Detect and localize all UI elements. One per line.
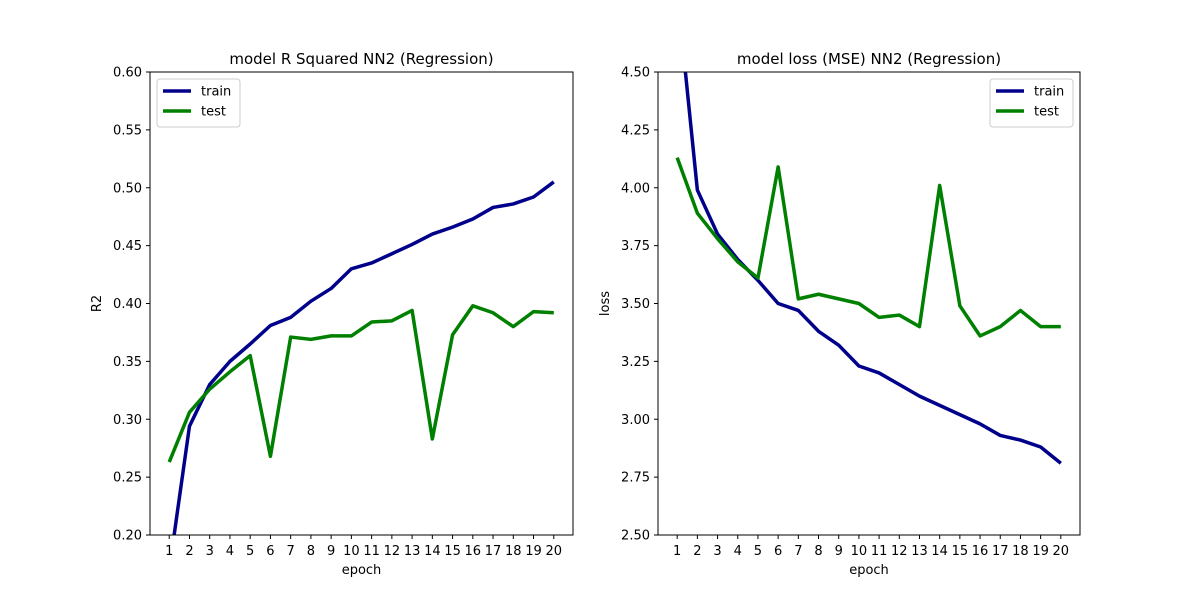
x-tick-label: 20 <box>545 544 562 559</box>
y-tick-label: 2.50 <box>621 529 650 544</box>
legend-label-train: train <box>201 85 231 100</box>
y-tick-label: 3.25 <box>621 355 650 370</box>
y-tick-label: 0.35 <box>113 355 142 370</box>
x-tick-label: 17 <box>992 544 1009 559</box>
series-line-train <box>172 180 555 535</box>
chart-title: model loss (MSE) NN2 (Regression) <box>737 50 1001 68</box>
x-tick-label: 2 <box>185 544 193 559</box>
x-tick-label: 17 <box>485 544 502 559</box>
y-axis-label: R2 <box>90 295 105 312</box>
x-tick-label: 14 <box>931 544 948 559</box>
legend-label-test: test <box>201 105 226 120</box>
legend: train test <box>156 78 241 128</box>
x-tick-label: 9 <box>327 544 335 559</box>
x-axis-label: epoch <box>849 563 889 578</box>
x-tick-label: 6 <box>774 544 782 559</box>
x-tick-label: 9 <box>835 544 843 559</box>
x-tick-label: 18 <box>1012 544 1029 559</box>
x-tick-label: 8 <box>307 544 315 559</box>
x-tick-label: 15 <box>444 544 461 559</box>
y-tick-label: 0.20 <box>113 529 142 544</box>
y-tick-label: 0.60 <box>113 66 142 81</box>
x-tick-label: 16 <box>972 544 989 559</box>
x-tick-label: 8 <box>814 544 822 559</box>
x-tick-label: 4 <box>734 544 742 559</box>
legend-label-test: test <box>1034 105 1059 120</box>
y-tick-label: 0.30 <box>113 413 142 428</box>
x-tick-label: 1 <box>673 544 681 559</box>
x-axis-label: epoch <box>342 563 382 578</box>
y-tick-label: 0.45 <box>113 239 142 254</box>
x-tick-label: 5 <box>246 544 254 559</box>
y-tick-label: 0.55 <box>113 123 142 138</box>
y-tick-label: 0.25 <box>113 471 142 486</box>
legend: train test <box>989 78 1074 128</box>
x-tick-label: 15 <box>952 544 969 559</box>
x-tick-label: 7 <box>794 544 802 559</box>
y-tick-label: 0.50 <box>113 181 142 196</box>
series-line-test <box>167 304 554 463</box>
y-tick-label: 3.50 <box>621 297 650 312</box>
legend-label-train: train <box>1034 85 1064 100</box>
x-tick-label: 14 <box>424 544 441 559</box>
x-tick-label: 2 <box>693 544 701 559</box>
chart-r-squared: 1 2 3 4 5 6 7 8 9 10 11 12 13 14 15 16 17 18 19 200.200.250… <box>90 50 574 578</box>
y-tick-label: 4.00 <box>621 181 650 196</box>
x-tick-label: 11 <box>363 544 380 559</box>
x-tick-label: 3 <box>206 544 214 559</box>
x-tick-label: 7 <box>287 544 295 559</box>
x-tick-label: 11 <box>871 544 888 559</box>
x-tick-label: 18 <box>505 544 522 559</box>
chart-loss: 1 2 3 4 5 6 7 8 9 10 11 12 13 14 15 16 17 18 19 202.502.753… <box>598 50 1081 578</box>
y-tick-label: 2.75 <box>621 471 650 486</box>
x-tick-label: 10 <box>851 544 868 559</box>
y-axis-label: loss <box>598 291 613 316</box>
chart-title: model R Squared NN2 (Regression) <box>229 50 493 68</box>
x-tick-label: 13 <box>911 544 928 559</box>
x-tick-label: 13 <box>404 544 421 559</box>
x-tick-label: 19 <box>525 544 542 559</box>
series-line-test <box>675 157 1061 338</box>
x-tick-label: 19 <box>1032 544 1049 559</box>
x-tick-label: 20 <box>1053 544 1070 559</box>
y-tick-label: 4.25 <box>621 123 650 138</box>
x-tick-label: 6 <box>266 544 274 559</box>
x-tick-label: 10 <box>343 544 360 559</box>
y-tick-label: 3.00 <box>621 413 650 428</box>
x-tick-label: 4 <box>226 544 234 559</box>
y-tick-label: 4.50 <box>621 66 650 81</box>
x-tick-label: 16 <box>465 544 482 559</box>
y-tick-label: 3.75 <box>621 239 650 254</box>
x-tick-label: 3 <box>713 544 721 559</box>
x-tick-label: 1 <box>165 544 173 559</box>
x-tick-label: 12 <box>891 544 908 559</box>
x-tick-label: 12 <box>384 544 401 559</box>
x-tick-label: 5 <box>754 544 762 559</box>
y-tick-label: 0.40 <box>113 297 142 312</box>
